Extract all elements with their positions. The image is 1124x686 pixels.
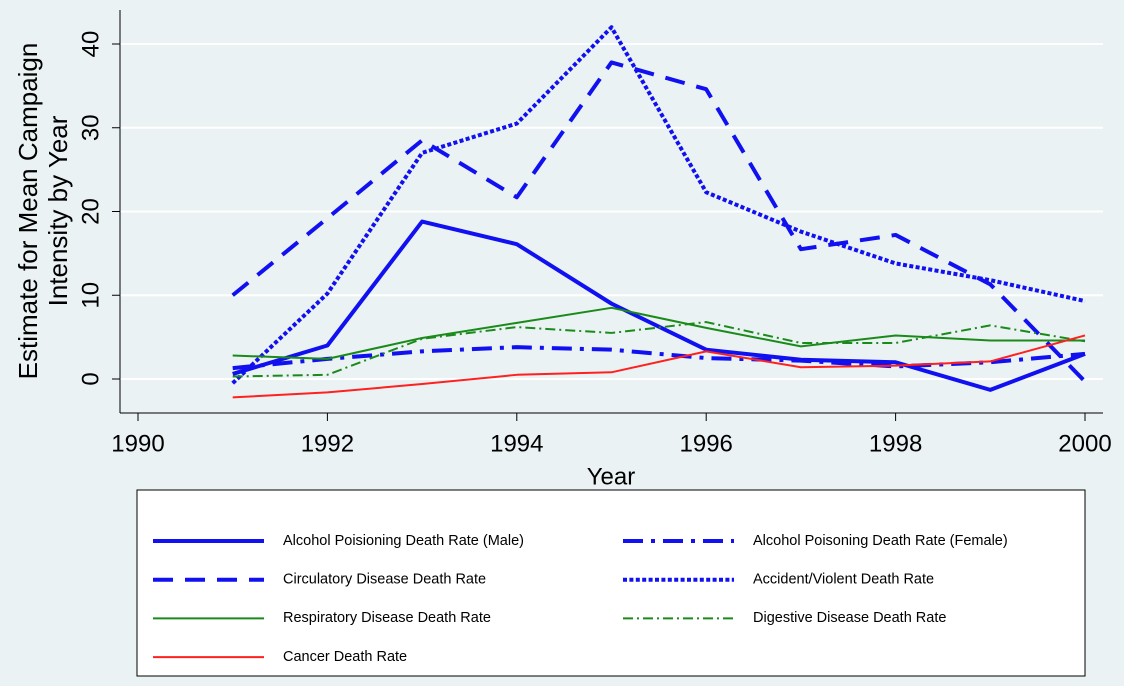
x-tick-label: 2000 xyxy=(1058,430,1111,457)
series-line xyxy=(232,334,1086,399)
y-tick-label: 40 xyxy=(77,31,104,58)
x-tick-label: 1990 xyxy=(111,430,164,457)
y-axis-title: Intensity by Year xyxy=(43,115,73,306)
series-line xyxy=(231,25,1086,385)
legend-label: Circulatory Disease Death Rate xyxy=(283,572,486,588)
legend-label: Respiratory Disease Death Rate xyxy=(283,610,491,626)
x-tick-label: 1998 xyxy=(869,430,922,457)
legend-label: Cancer Death Rate xyxy=(283,649,407,665)
legend-label: Accident/Violent Death Rate xyxy=(753,572,934,588)
y-tick-label: 10 xyxy=(77,282,104,309)
y-tick-label: 0 xyxy=(77,372,104,385)
x-tick-label: 1992 xyxy=(301,430,354,457)
y-tick-label: 20 xyxy=(77,198,104,225)
x-tick-label: 1996 xyxy=(680,430,733,457)
series-line xyxy=(232,321,1086,378)
legend-label: Digestive Disease Death Rate xyxy=(753,610,946,626)
y-axis-title: Estimate for Mean Campaign xyxy=(13,43,43,380)
series-line xyxy=(232,306,1086,360)
legend-label: Alcohol Poisioning Death Rate (Male) xyxy=(283,533,524,549)
y-tick-label: 30 xyxy=(77,114,104,141)
legend-label: Alcohol Poisoning Death Rate (Female) xyxy=(753,533,1008,549)
legend xyxy=(136,489,1086,677)
x-tick-label: 1994 xyxy=(490,430,543,457)
x-axis-title: Year xyxy=(587,463,636,490)
